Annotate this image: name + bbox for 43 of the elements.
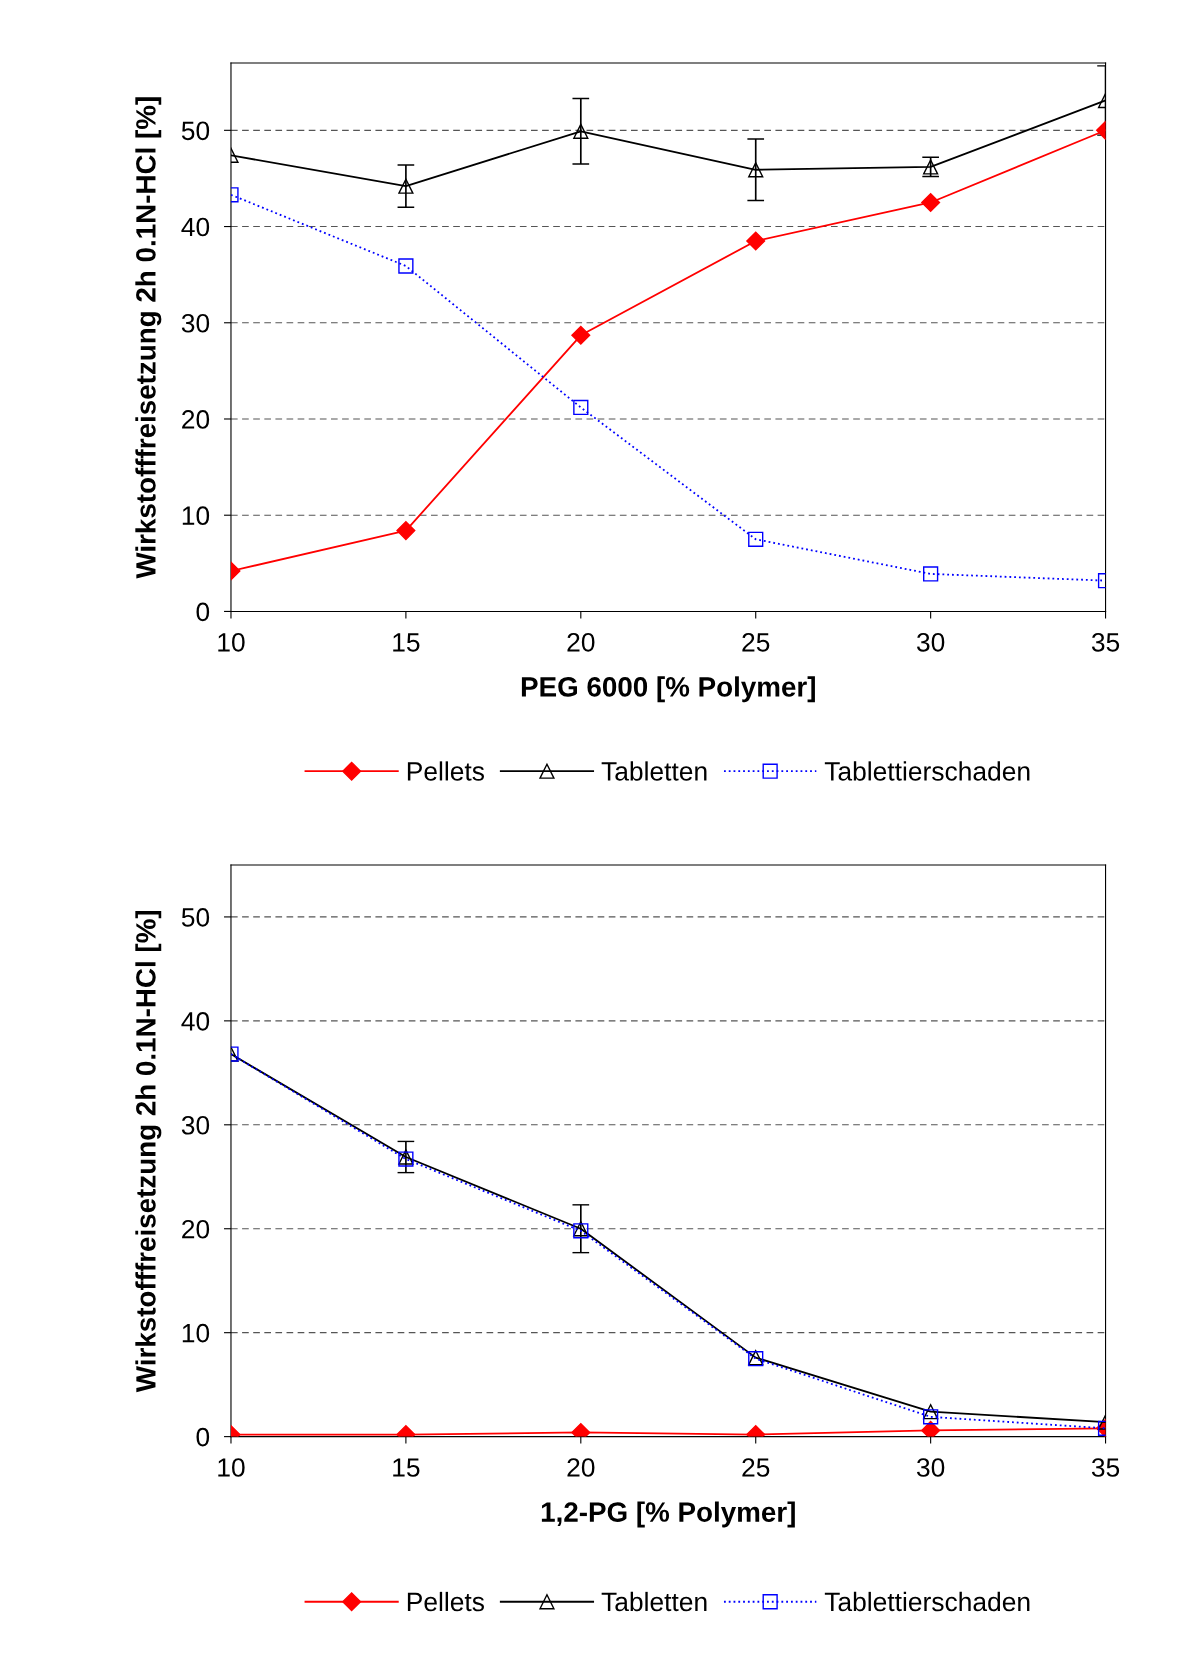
x-tick-label: 30 <box>916 632 945 652</box>
y-tick-label: 40 <box>181 1012 210 1031</box>
x-tick-label: 15 <box>393 633 420 652</box>
y-tick-label: 10 <box>182 1323 210 1343</box>
x-tick-label: 25 <box>742 1458 770 1477</box>
y-tick-label: 0 <box>196 1427 210 1447</box>
point <box>573 123 589 139</box>
y-tick-label: 10 <box>182 506 210 526</box>
point <box>573 399 589 416</box>
legend-label: Pellets <box>407 1591 484 1612</box>
x-tick-label: 10 <box>218 1458 245 1477</box>
point <box>398 178 414 194</box>
point <box>571 325 591 345</box>
y-tick-label: 50 <box>181 121 210 141</box>
point <box>398 258 414 274</box>
point <box>396 521 416 541</box>
legend-label: Tabletten <box>601 761 707 781</box>
y-tick-label: 40 <box>181 217 210 237</box>
x-tick-label: 10 <box>218 632 245 652</box>
x-tick-label: 30 <box>916 1458 945 1477</box>
legend-label: Pellets <box>407 761 484 781</box>
x-tick-label: 35 <box>1091 632 1120 652</box>
x-tick-label: 15 <box>393 1458 420 1477</box>
y-axis-title: Wirkstofffreisetzung 2h 0.1N-HCl [%] <box>135 910 162 1393</box>
x-axis-title: PEG 6000 [% Polymer] <box>521 676 815 703</box>
y-tick-label: 0 <box>196 602 210 622</box>
legend-label: Tablettierschaden <box>824 1591 1030 1612</box>
x-tick-label: 35 <box>1091 1458 1120 1477</box>
y-tick-label: 30 <box>181 313 210 333</box>
y-tick-label: 20 <box>182 1219 210 1239</box>
point <box>746 231 766 251</box>
y-tick-label: 20 <box>182 410 210 429</box>
x-tick-label: 25 <box>742 632 770 652</box>
y-tick-label: 50 <box>181 908 210 927</box>
x-tick-label: 20 <box>567 1458 595 1477</box>
point <box>748 531 764 547</box>
legend-label: Tablettierschaden <box>824 761 1030 781</box>
x-tick-label: 20 <box>567 632 595 652</box>
legend-label: Tabletten <box>601 1591 707 1612</box>
y-axis-title: Wirkstofffreisetzung 2h 0.1N-HCl [%] <box>135 97 162 579</box>
point <box>748 162 764 178</box>
x-axis-title: 1,2-PG [% Polymer] <box>541 1501 795 1528</box>
y-tick-label: 30 <box>181 1115 210 1135</box>
